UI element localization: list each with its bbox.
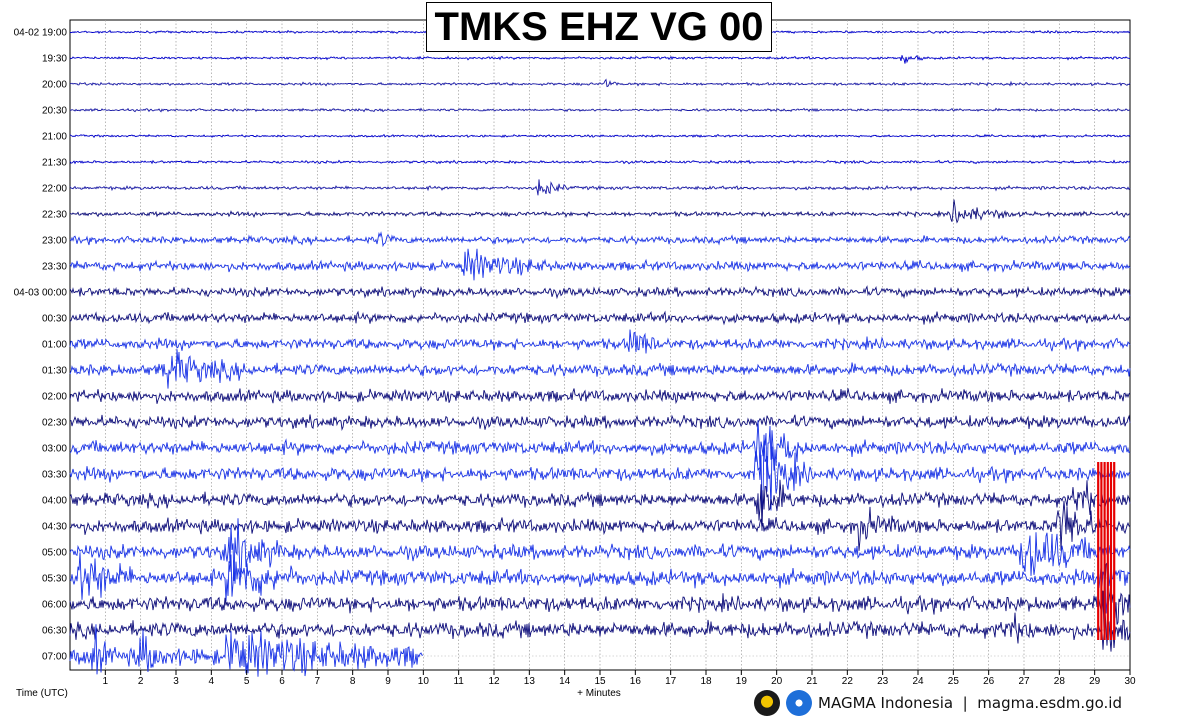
row-label: 23:30 [42,262,67,273]
x-tick-label: 23 [877,676,889,687]
footer-brand[interactable]: MAGMA Indonesia [818,694,954,712]
row-label: 21:00 [42,132,67,143]
x-tick-label: 24 [912,676,924,687]
row-label: 06:30 [42,626,67,637]
x-tick-label: 22 [842,676,854,687]
seismic-traces [69,29,1131,677]
trace-row [69,78,1131,88]
x-tick-label: 18 [700,676,712,687]
trace-row [69,310,1131,326]
x-tick-label: 19 [736,676,748,687]
row-label: 03:00 [42,444,67,455]
x-tick-label: 27 [1018,676,1030,687]
x-axis-label: + Minutes [577,688,621,699]
trace-row [69,500,1131,551]
row-label: 04-03 00:00 [14,288,68,299]
trace-row [69,349,1131,389]
trace-row [70,414,1131,431]
trace-row [69,552,1131,614]
x-tick-label: 12 [488,676,500,687]
trace-row [69,420,1131,492]
trace-row [69,159,1131,165]
x-tick-label: 25 [948,676,960,687]
x-tick-label: 2 [138,676,144,687]
x-tick-label: 14 [559,676,571,687]
magma-logo-icon [786,690,812,716]
trace-row [69,133,1131,139]
y-axis-label: Time (UTC) [16,688,68,699]
row-label: 20:00 [42,80,67,91]
row-label: 05:00 [42,548,67,559]
x-tick-label: 17 [665,676,677,687]
row-label: 02:00 [42,392,67,403]
x-tick-label: 28 [1054,676,1066,687]
row-label: 04:30 [42,522,67,533]
trace-row [69,624,423,677]
x-tick-label: 1 [103,676,109,687]
footer-text: MAGMA Indonesia | magma.esdm.go.id [818,694,1122,712]
x-tick-label: 10 [418,676,430,687]
x-tick-label: 26 [983,676,995,687]
trace-row [69,199,1131,224]
row-label: 19:30 [42,54,67,65]
row-label: 00:30 [42,314,67,325]
trace-row [69,329,1131,354]
row-label: 23:00 [42,236,67,247]
trace-row [69,608,1131,652]
x-tick-label: 5 [244,676,250,687]
footer-site-link[interactable]: magma.esdm.go.id [977,694,1122,712]
row-label: 03:30 [42,470,67,481]
x-tick-label: 20 [771,676,783,687]
x-tick-label: 9 [385,676,391,687]
chart-title: TMKS EHZ VG 00 [426,2,772,52]
row-label: 04-02 19:00 [14,28,68,39]
x-tick-label: 4 [209,676,215,687]
trace-row [69,179,1131,196]
footer-separator: | [962,694,968,712]
row-label: 22:30 [42,210,67,221]
x-tick-label: 13 [524,676,536,687]
trace-row [69,231,1131,248]
row-label: 20:30 [42,106,67,117]
x-tick-label: 30 [1124,676,1136,687]
trace-row [69,55,1130,64]
trace-row [69,107,1131,113]
row-label: 04:00 [42,496,67,507]
trace-row [69,285,1131,300]
row-label: 06:00 [42,600,67,611]
x-tick-label: 16 [630,676,642,687]
trace-row [69,434,1131,512]
x-tick-label: 21 [806,676,818,687]
row-label: 01:00 [42,340,67,351]
footer: MAGMA Indonesia | magma.esdm.go.id [754,688,1122,718]
row-labels: 04-02 19:00 19:30 20:00 20:30 21:00 21:30 22:0… [14,28,68,663]
x-tick-label: 7 [315,676,321,687]
trace-row [69,248,1131,281]
trace-row [69,479,1131,531]
esdm-logo-icon [754,690,780,716]
x-tick-label: 8 [350,676,356,687]
x-tick-label: 3 [173,676,179,687]
trace-row [69,562,1131,636]
row-label: 07:00 [42,652,67,663]
row-label: 05:30 [42,574,67,585]
clipped-segment [1097,462,1116,640]
x-ticks: 1 2 3 4 5 6 7 8 9 10 11 12 13 14 15 16 17 18 19 20 21 22 23 24 2… [103,670,1136,687]
trace-row [69,518,1131,581]
x-tick-label: 29 [1089,676,1101,687]
row-label: 02:30 [42,418,67,429]
row-label: 21:30 [42,158,67,169]
row-label: 01:30 [42,366,67,377]
x-tick-label: 15 [594,676,606,687]
x-tick-label: 6 [279,676,285,687]
x-tick-label: 11 [453,676,464,687]
row-label: 22:00 [42,184,67,195]
trace-row [69,388,1131,405]
